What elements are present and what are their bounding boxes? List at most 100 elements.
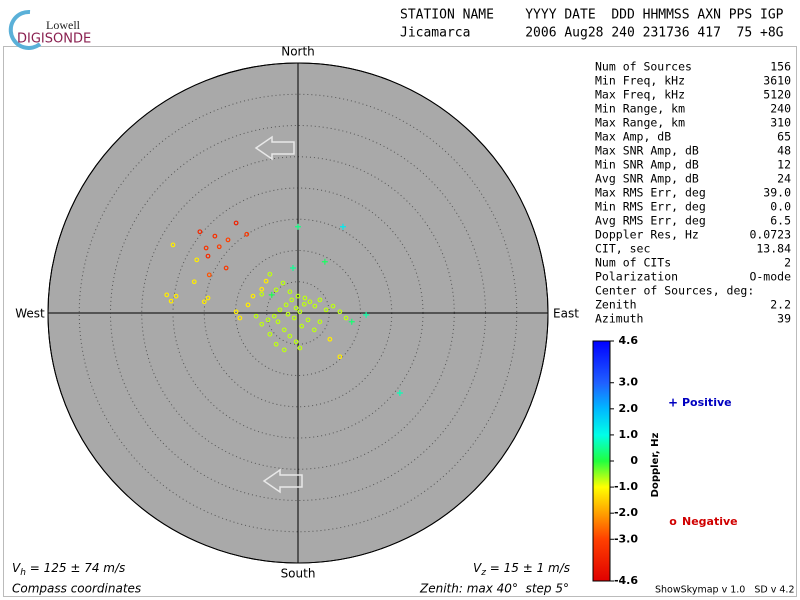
source-negative	[245, 302, 251, 308]
stat-label: Max Freq, kHz	[595, 88, 685, 102]
source-negative	[287, 289, 293, 295]
stat-label: Avg SNR Amp, dB	[595, 172, 699, 186]
stat-value: 48	[777, 144, 791, 158]
vh-text: Vh = 125 ± 74 m/s	[12, 561, 125, 578]
source-negative	[311, 327, 317, 333]
logo-swoosh	[8, 9, 42, 50]
stat-label: Max SNR Amp, dB	[595, 144, 699, 158]
colorbar-label: Doppler, Hz	[650, 433, 661, 498]
source-negative	[267, 271, 273, 277]
source-negative	[205, 295, 211, 301]
source-negative	[285, 311, 291, 317]
frame	[3, 46, 797, 597]
source-negative	[283, 302, 289, 308]
source-negative	[295, 293, 301, 299]
header-values: Jicamarca 2006 Aug28 240 231736 417 75 +…	[400, 26, 784, 41]
source-negative	[212, 233, 218, 239]
source-positive	[295, 223, 301, 230]
source-negative	[259, 286, 265, 292]
source-negative	[170, 242, 176, 248]
arrow-lower	[262, 468, 303, 494]
source-positive	[396, 390, 403, 396]
vh-symbol: V	[12, 561, 21, 575]
source-negative	[205, 253, 211, 259]
source-negative	[253, 313, 259, 319]
colorbar-tick-label: 4.6	[619, 334, 639, 347]
north-label: North	[281, 45, 315, 59]
source-negative	[289, 297, 295, 303]
source-positive	[268, 291, 275, 298]
stat-label: Min RMS Err, deg	[595, 200, 706, 214]
source-negative	[343, 315, 349, 321]
stat-value: 2	[784, 256, 791, 270]
stat-value: O-mode	[749, 270, 791, 284]
source-negative	[287, 333, 293, 339]
source-negative	[273, 287, 279, 293]
legend-label: Negative	[682, 515, 738, 528]
source-negative	[216, 244, 222, 250]
stat-value: 0.0	[770, 200, 791, 214]
stat-value: 5120	[763, 88, 791, 102]
vz-text: Vz = 15 ± 1 m/s	[473, 561, 570, 578]
colorbar-tick-label: 0	[630, 454, 638, 467]
stat-label: Min SNR Amp, dB	[595, 158, 699, 172]
source-negative	[265, 317, 271, 323]
source-negative	[168, 298, 174, 304]
source-negative	[203, 245, 209, 251]
west-label: West	[15, 307, 45, 321]
colorbar-tick-label: -3.0	[614, 532, 638, 545]
source-positive	[340, 223, 346, 230]
legend-symbol: +	[668, 396, 678, 410]
stat-label: CIT, sec	[595, 242, 650, 256]
source-negative	[337, 354, 343, 360]
stat-value: 39.0	[763, 186, 791, 200]
source-negative	[233, 309, 239, 315]
source-negative	[312, 303, 318, 309]
source-positive	[348, 318, 355, 325]
source-negative	[244, 231, 250, 237]
source-negative	[250, 293, 256, 299]
colorbar-tick-label: 1.0	[619, 428, 639, 441]
source-negative	[299, 323, 305, 329]
vh-sub: h	[20, 568, 26, 578]
sources	[164, 220, 403, 396]
logo: Lowell DIGISONDE	[8, 9, 91, 50]
stat-value: 6.5	[770, 214, 791, 228]
stat-value: 156	[770, 60, 791, 74]
stat-value: 310	[770, 116, 791, 130]
stat-label: Avg RMS Err, deg	[595, 214, 706, 228]
source-negative	[317, 319, 323, 325]
stat-value: 0.0723	[749, 228, 791, 242]
colorbar-tick-label: -2.0	[614, 506, 638, 519]
stat-label: Num of Sources	[595, 60, 692, 74]
source-negative	[317, 297, 323, 303]
stat-label: Min Freq, kHz	[595, 74, 685, 88]
coords-note: Compass coordinates	[12, 582, 141, 596]
source-negative	[293, 339, 299, 345]
colorbar-tick-label: -4.6	[614, 574, 638, 587]
source-negative	[297, 309, 303, 315]
source-negative	[275, 319, 281, 325]
source-negative	[173, 293, 179, 299]
source-negative	[259, 321, 265, 327]
source-negative	[307, 299, 313, 305]
source-negative	[197, 229, 203, 235]
header-labels: STATION NAME YYYY DATE DDD HHMMSS AXN PP…	[400, 8, 784, 23]
stat-label: Azimuth	[595, 312, 643, 326]
vz-symbol: V	[473, 561, 482, 575]
logo-bottom: DIGISONDE	[17, 32, 91, 47]
source-negative	[206, 272, 212, 278]
source-negative	[191, 279, 197, 285]
colorbar-rect	[592, 340, 611, 582]
zenith-note: Zenith: max 40° step 5°	[419, 582, 569, 596]
source-negative	[337, 309, 343, 315]
logo-top: Lowell	[46, 18, 81, 32]
source-positive	[321, 258, 328, 265]
stat-value: 3610	[763, 74, 791, 88]
colorbar-tick-label: 3.0	[619, 376, 639, 389]
stat-value: 13.84	[756, 242, 791, 256]
vh-value: = 125 ± 74 m/s	[26, 561, 125, 575]
stat-value: 24	[777, 172, 791, 186]
source-negative	[194, 257, 200, 263]
